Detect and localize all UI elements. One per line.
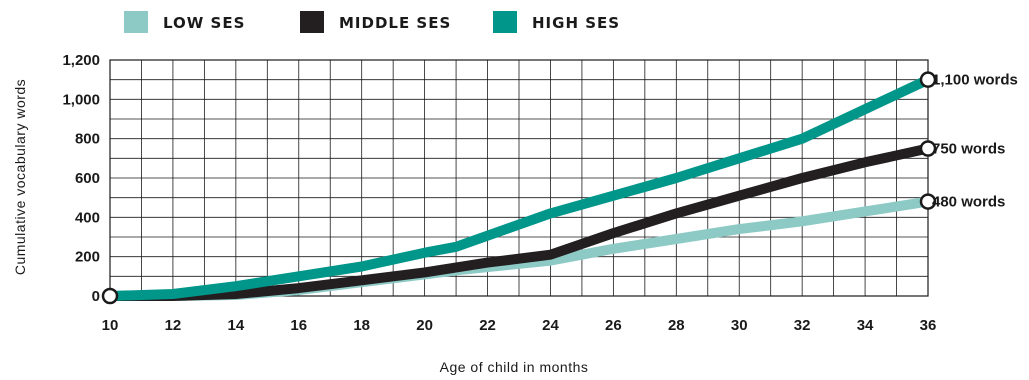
x-tick-label: 12 (165, 317, 182, 334)
legend-swatch (493, 11, 517, 33)
series-line (105, 143, 933, 301)
legend-label: MIDDLE SES (339, 14, 451, 32)
y-axis-title: Cumulative vocabulary words (12, 79, 28, 275)
x-tick-label: 22 (479, 317, 496, 334)
end-marker (919, 193, 937, 210)
x-tick-label: 16 (290, 317, 307, 334)
x-tick-label: 36 (920, 317, 937, 334)
x-tick-label: 24 (542, 317, 559, 334)
y-tick-label: 600 (75, 170, 100, 187)
start-marker (101, 287, 119, 305)
y-tick-labels: 0 200 400 600 800 1,000 1,200 (62, 52, 100, 305)
end-markers (101, 71, 937, 305)
x-tick-label: 14 (228, 317, 245, 334)
end-marker (919, 71, 937, 88)
x-axis-title: Age of child in months (440, 359, 589, 375)
series-lines (105, 74, 933, 301)
y-tick-label: 1,200 (62, 52, 100, 69)
end-marker (919, 140, 937, 157)
series-line (105, 74, 933, 301)
x-tick-label: 28 (668, 317, 685, 334)
x-tick-label: 26 (605, 317, 622, 334)
x-tick-label: 32 (794, 317, 811, 334)
end-labels: 480 words 750 words 1,100 words (932, 72, 1018, 211)
legend: LOW SES MIDDLE SES HIGH SES (124, 11, 620, 33)
end-value-label: 750 words (932, 141, 1005, 158)
x-tick-label: 34 (857, 317, 874, 334)
legend-swatch (300, 11, 324, 33)
legend-swatch (124, 11, 148, 33)
end-value-label: 480 words (932, 194, 1005, 211)
legend-label: LOW SES (163, 14, 245, 32)
x-tick-labels: 10 12 14 16 18 20 22 24 26 28 30 32 34 36 (102, 317, 937, 334)
x-tick-label: 30 (731, 317, 748, 334)
y-tick-label: 200 (75, 249, 100, 266)
y-tick-label: 0 (92, 288, 100, 305)
x-tick-label: 18 (353, 317, 370, 334)
legend-label: HIGH SES (532, 14, 620, 32)
y-tick-label: 1,000 (62, 91, 100, 108)
y-tick-label: 800 (75, 131, 100, 148)
x-tick-label: 20 (416, 317, 433, 334)
x-tick-label: 10 (102, 317, 119, 334)
end-value-label: 1,100 words (932, 72, 1018, 89)
y-tick-label: 400 (75, 209, 100, 226)
